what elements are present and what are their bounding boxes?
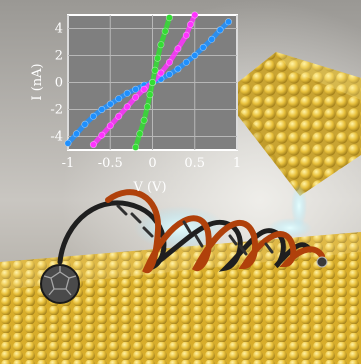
data-point (187, 20, 195, 28)
data-point (174, 65, 182, 73)
data-point (106, 100, 114, 108)
y-tick-label: 2 (55, 49, 63, 64)
data-point (199, 43, 207, 51)
data-point (98, 106, 106, 114)
y-axis-label: I (nA) (30, 63, 45, 100)
data-point (143, 103, 151, 111)
data-point (73, 130, 81, 138)
fullerene (40, 264, 80, 304)
data-point (182, 58, 190, 66)
data-point (64, 139, 72, 147)
series-layer (64, 11, 233, 151)
gold-surface-shade (0, 232, 361, 290)
data-point (132, 93, 140, 101)
data-point (225, 18, 233, 26)
x-tick-label: 0.5 (184, 156, 205, 171)
base-pairs (116, 204, 274, 256)
data-point (146, 91, 154, 99)
data-point (89, 141, 97, 149)
data-point (174, 45, 182, 53)
data-point (115, 95, 123, 103)
data-point (154, 54, 162, 62)
data-point (132, 143, 140, 151)
x-tick-label: 0 (148, 156, 156, 171)
gold-tip (222, 52, 361, 196)
data-point (165, 58, 173, 66)
data-point (149, 79, 157, 87)
data-point (136, 130, 144, 138)
y-tick-label: -2 (50, 103, 63, 118)
y-tick-label: -4 (50, 130, 63, 145)
gold-surface (0, 232, 361, 364)
y-tick-label: 0 (55, 76, 63, 91)
data-point (89, 112, 97, 120)
data-point (151, 66, 159, 74)
data-point (123, 89, 131, 97)
helix-orange-strand (105, 189, 325, 274)
data-point (81, 120, 89, 128)
data-point (182, 31, 190, 39)
data-point (157, 41, 165, 49)
data-point (106, 122, 114, 130)
end-molecule (316, 256, 328, 268)
data-point (115, 112, 123, 120)
data-point (208, 35, 216, 43)
data-point (157, 69, 165, 77)
data-point (191, 51, 199, 59)
data-point (140, 85, 148, 93)
series-3 (132, 14, 173, 151)
tick-labels: -1 -0.5 0 0.5 1 4 2 0 -2 -4 (50, 22, 241, 172)
data-point (123, 103, 131, 111)
iv-chart: -1 -0.5 0 0.5 1 4 2 0 -2 -4 I (nA) V (V) (30, 11, 241, 195)
x-tick-label: -0.5 (98, 156, 123, 171)
data-point (165, 70, 173, 78)
x-tick-label: 1 (233, 156, 241, 171)
x-axis-label: V (V) (132, 180, 166, 195)
data-point (161, 27, 169, 35)
data-point (140, 116, 148, 124)
dna-helix (57, 189, 325, 274)
data-point (216, 26, 224, 34)
y-tick-label: 4 (55, 22, 63, 37)
data-point (98, 131, 106, 139)
data-point (191, 11, 199, 19)
x-tick-label: -1 (62, 156, 75, 171)
data-point (132, 85, 140, 93)
data-point (165, 14, 173, 22)
